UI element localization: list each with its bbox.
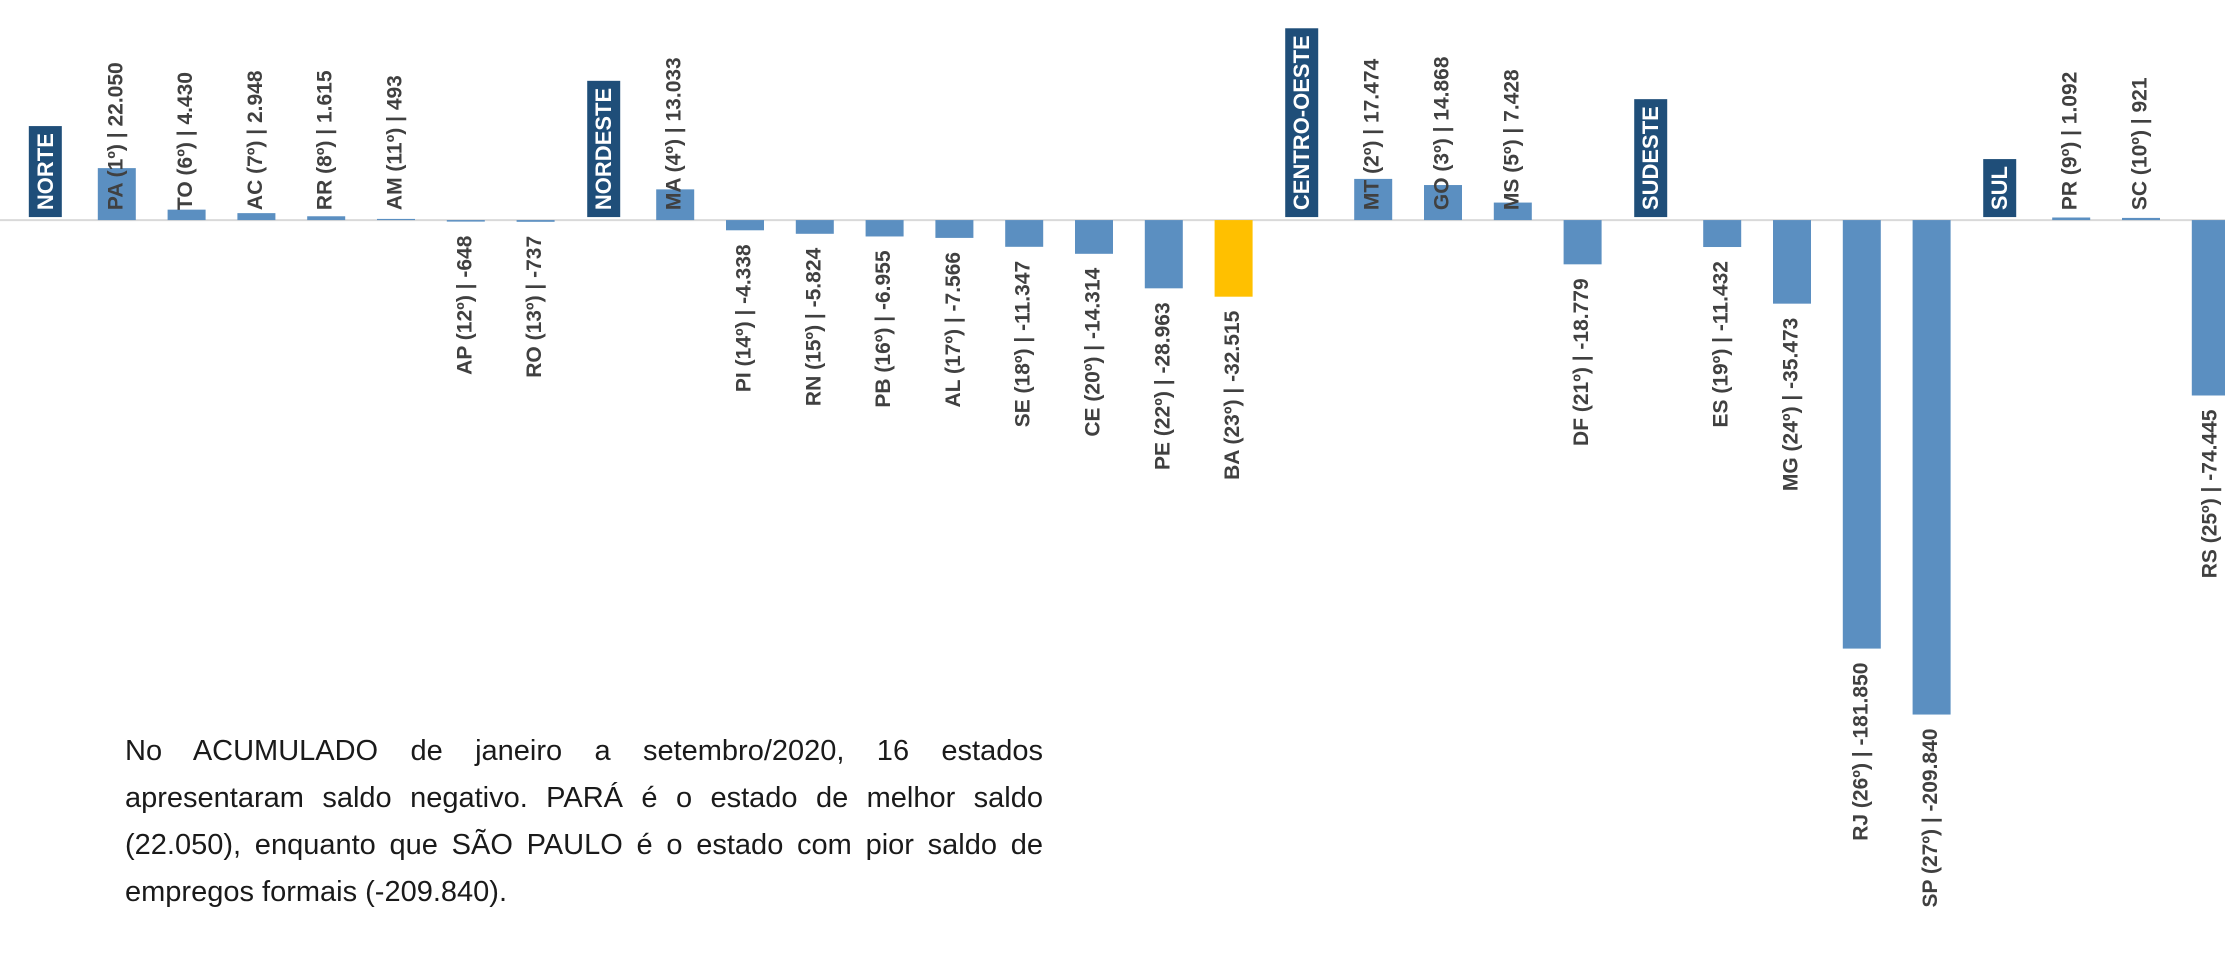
region-box [587, 80, 621, 218]
bar-label: MS (5º) | 7.428 [1500, 69, 1523, 210]
region-box [1285, 28, 1319, 218]
bar [1842, 220, 1881, 649]
bar [1563, 220, 1602, 265]
bar [726, 220, 764, 231]
bar [1075, 220, 1113, 254]
bar [1144, 220, 1183, 289]
bar [865, 220, 904, 237]
bar [516, 220, 555, 222]
region-label: CENTRO-OESTE [1289, 35, 1314, 210]
bar-label: AP (12º) | -648 [453, 235, 476, 375]
bar-label: SE (18º) | -11.347 [1012, 261, 1035, 427]
bar-label: CE (20º) | -14.314 [1082, 267, 1105, 436]
bar [1354, 178, 1393, 221]
bar [1005, 220, 1044, 247]
bar [1424, 185, 1462, 221]
bar-label: RO (13º) | -737 [523, 236, 546, 378]
region-label: SUL [1987, 166, 2012, 210]
bar-label: MA (4º) | 13.033 [663, 57, 686, 210]
bar-label: RN (15º) | -5.824 [802, 247, 825, 406]
bar [167, 209, 206, 221]
bar [1703, 220, 1742, 248]
bar [935, 220, 974, 238]
bar [1773, 220, 1811, 304]
bar-label: SP (27º) | -209.840 [1919, 729, 1942, 908]
bar [97, 168, 136, 221]
region-box [1634, 99, 1668, 218]
bar-label: PA (1º) | 22.050 [104, 62, 127, 210]
bar-label: AC (7º) | 2.948 [244, 70, 267, 210]
bar-label: PB (16º) | -6.955 [872, 250, 895, 407]
bar [795, 220, 834, 234]
bar [237, 213, 276, 221]
bar-label: RR (8º) | 1.615 [314, 70, 337, 210]
bar-label: RS (25º) | -74.445 [2198, 409, 2221, 578]
bar-label: PR (9º) | 1.092 [2059, 72, 2082, 210]
bar-label: BA (23º) | -32.515 [1221, 310, 1244, 479]
region-label: NORTE [33, 133, 58, 210]
region-box [1983, 159, 2017, 218]
bar-label: ES (19º) | -11.432 [1710, 261, 1733, 427]
bar-label: RJ (26º) | -181.850 [1849, 663, 1872, 841]
bar [2052, 217, 2091, 221]
bar [2191, 220, 2225, 396]
region-label: NORDESTE [591, 88, 616, 210]
bar-label: MT (2º) | 17.474 [1361, 58, 1384, 210]
bar [307, 216, 346, 221]
bar-label: DF (21º) | -18.779 [1570, 278, 1593, 446]
annotation: No ACUMULADO de janeiro a setembro/2020,… [125, 735, 1043, 908]
bar [377, 218, 415, 221]
bar-label: AM (11º) | 493 [384, 75, 407, 210]
bar-label: AL (17º) | -7.566 [942, 252, 965, 408]
bar [656, 189, 695, 221]
bar-label: SC (10º) | 921 [2129, 77, 2152, 210]
bar [1493, 202, 1532, 221]
region-label: SUDESTE [1638, 106, 1663, 210]
bar [446, 220, 485, 222]
bar [1912, 220, 1951, 715]
bar [2122, 217, 2160, 221]
bar-label: PE (22º) | -28.963 [1151, 302, 1174, 470]
bar-label: TO (6º) | 4.430 [174, 72, 197, 210]
bar-label: MG (24º) | -35.473 [1780, 318, 1803, 491]
bar-label: PI (14º) | -4.338 [733, 244, 756, 392]
region-box [28, 126, 62, 218]
bar-label: GO (3º) | 14.868 [1431, 56, 1454, 210]
bar [1214, 220, 1253, 297]
